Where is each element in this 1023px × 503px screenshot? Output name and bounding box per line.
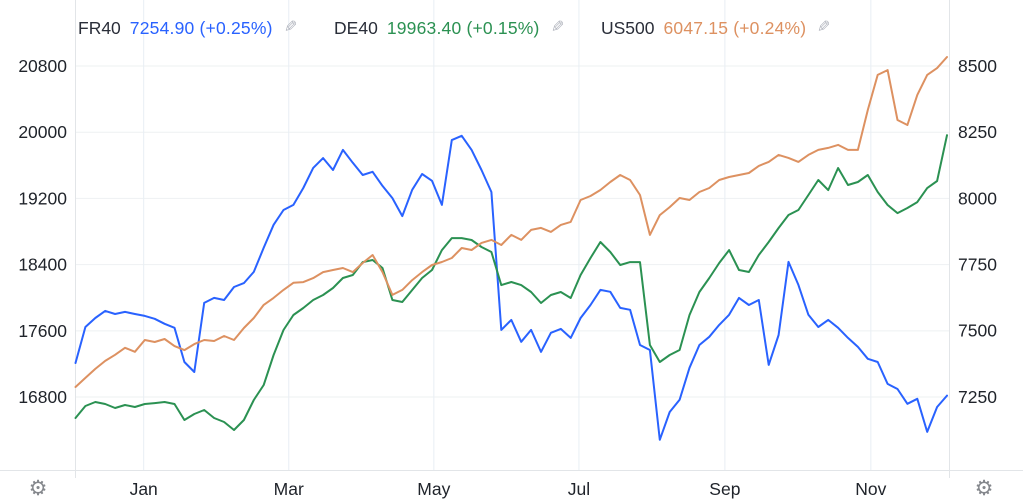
edit-pencil-icon[interactable]: ✎ bbox=[817, 19, 831, 36]
right-axis-tick-label: 8250 bbox=[958, 122, 997, 142]
legend-item-DE40[interactable]: DE40 19963.40 (+0.15%) ✎ bbox=[334, 17, 564, 39]
x-axis-month-label: Mar bbox=[274, 479, 304, 499]
series-DE40-line bbox=[74, 134, 948, 431]
series-FR40-line bbox=[74, 134, 948, 441]
x-axis-month-label: May bbox=[417, 479, 450, 499]
edit-pencil-icon[interactable]: ✎ bbox=[283, 19, 298, 36]
left-axis-tick-label: 20800 bbox=[18, 56, 67, 76]
settings-button-right[interactable]: ⚙ bbox=[972, 476, 996, 500]
left-axis-tick-label: 19200 bbox=[18, 188, 67, 208]
right-axis-tick-label: 8500 bbox=[958, 56, 997, 76]
x-axis-month-label: Nov bbox=[855, 479, 886, 499]
right-axis-tick-label: 7500 bbox=[958, 321, 997, 341]
legend-value: 6047.15 (+0.24%) bbox=[663, 18, 807, 38]
x-axis-month-label: Jan bbox=[130, 479, 158, 499]
left-axis-tick-label: 20000 bbox=[18, 122, 67, 142]
legend-value: 7254.90 (+0.25%) bbox=[129, 18, 273, 38]
x-axis-month-label: Jul bbox=[568, 479, 590, 499]
legend: FR40 7254.90 (+0.25%) ✎ DE40 19963.40 (+0.15… bbox=[78, 17, 831, 39]
left-axis-tick-label: 16800 bbox=[18, 387, 67, 407]
x-axis-month-label: Sep bbox=[709, 479, 740, 499]
legend-item-US500[interactable]: US500 6047.15 (+0.24%) ✎ bbox=[601, 17, 831, 39]
settings-button-left[interactable]: ⚙ bbox=[26, 476, 50, 500]
right-axis-tick-label: 7750 bbox=[958, 255, 997, 275]
gear-icon: ⚙ bbox=[974, 476, 994, 500]
left-axis-tick-label: 17600 bbox=[18, 321, 67, 341]
right-axis-tick-label: 8000 bbox=[958, 188, 997, 208]
series-US500-line bbox=[74, 56, 948, 388]
legend-item-FR40[interactable]: FR40 7254.90 (+0.25%) ✎ bbox=[78, 17, 297, 39]
right-axis-tick-label: 7250 bbox=[958, 387, 997, 407]
legend-value: 19963.40 (+0.15%) bbox=[386, 18, 540, 38]
legend-symbol: US500 bbox=[600, 18, 655, 38]
legend-symbol: DE40 bbox=[334, 18, 378, 38]
legend-symbol: FR40 bbox=[78, 18, 121, 38]
edit-pencil-icon[interactable]: ✎ bbox=[550, 19, 564, 36]
gear-icon: ⚙ bbox=[28, 476, 48, 500]
left-axis-tick-label: 18400 bbox=[18, 255, 67, 275]
